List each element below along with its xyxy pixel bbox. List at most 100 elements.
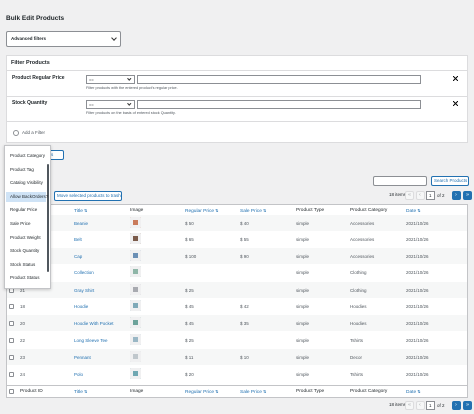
date: 2021/10/26 [406, 321, 429, 326]
filter-menu-item[interactable]: Regular Price [10, 207, 38, 213]
column-header[interactable]: Regular Price [185, 209, 219, 215]
checkbox[interactable] [9, 389, 14, 394]
filter-panel-title: Filter Products [11, 60, 50, 66]
column-footer: Product ID [20, 389, 43, 394]
column-header[interactable]: Sale Price [240, 209, 266, 215]
product-type: simple [296, 372, 310, 377]
page-button [416, 191, 425, 200]
product-title[interactable]: Hoodie [74, 304, 89, 309]
column-footer[interactable]: Date [406, 390, 421, 396]
row-bg [7, 349, 467, 365]
date: 2021/10/26 [406, 304, 429, 309]
product-image [130, 317, 141, 328]
product-title[interactable]: Collection [74, 270, 94, 275]
product-category: Decor [350, 355, 363, 360]
filter-input[interactable] [137, 100, 421, 109]
product-image [130, 217, 141, 228]
date: 2021/10/26 [406, 270, 429, 275]
product-category: Tshirts [350, 338, 364, 343]
filter-menu-item[interactable]: Sale Price [10, 221, 31, 226]
column-header[interactable]: Date [406, 209, 421, 215]
search-input[interactable] [373, 176, 427, 186]
page-button[interactable] [452, 191, 461, 200]
filter-menu-item[interactable]: Stock Quantity [10, 248, 40, 254]
filter-hint: Filter products on the basis of entered … [86, 111, 176, 115]
product-category: Clothing [350, 270, 367, 275]
advanced-filters[interactable] [6, 31, 121, 47]
add-filter[interactable]: Add a Filter [22, 130, 46, 135]
product-title[interactable]: Cap [74, 254, 83, 259]
product-id: 20 [20, 321, 26, 326]
filter-hint: Filter products with the entered product… [86, 86, 178, 90]
page-button-text[interactable]: » [466, 401, 470, 408]
product-title[interactable]: Belt [74, 237, 82, 242]
date: 2021/10/26 [406, 355, 429, 360]
product-image [130, 351, 141, 362]
product-title[interactable]: Pennant [74, 355, 91, 360]
page-button[interactable] [463, 401, 472, 410]
page-button[interactable] [463, 191, 472, 200]
filter-menu-item[interactable]: Allow BackOrders? [10, 193, 49, 199]
regular-price: $ 100 [185, 254, 197, 259]
page-total: of 2 [437, 402, 445, 408]
product-type: simple [296, 237, 310, 242]
sale-price: $ 35 [240, 321, 249, 326]
checkbox[interactable] [9, 372, 14, 377]
regular-price: $ 65 [185, 237, 194, 242]
row-bg [7, 282, 467, 298]
page-title: Bulk Edit Products [6, 15, 65, 22]
date: 2021/10/26 [406, 288, 429, 293]
product-id: 21 [20, 288, 26, 293]
page-input[interactable] [426, 191, 435, 200]
checkbox[interactable] [9, 355, 14, 360]
filter-input[interactable] [137, 75, 421, 84]
date: 2021/10/26 [406, 237, 429, 242]
regular-price: $ 25 [185, 338, 194, 343]
page-input[interactable] [426, 401, 435, 410]
operator-select[interactable] [86, 100, 135, 109]
checkbox[interactable] [9, 304, 14, 309]
product-category: Clothing [350, 288, 367, 293]
checkbox[interactable] [9, 338, 14, 343]
page-button-text[interactable]: » [466, 191, 470, 198]
product-category: Accessories [350, 237, 375, 242]
column-header[interactable]: Title [74, 209, 87, 215]
product-title[interactable]: Beanie [74, 221, 89, 226]
trash-button[interactable] [54, 191, 122, 201]
filter-menu-item[interactable]: Product Tag [10, 166, 34, 172]
remove-icon[interactable] [453, 101, 458, 106]
page-number: 1 [429, 402, 432, 408]
product-title[interactable]: Polo [74, 372, 84, 377]
filter-menu-item[interactable]: Product Weight [10, 234, 41, 240]
filter-menu-item[interactable]: Stock Status [10, 261, 36, 267]
filter-menu-item[interactable]: Product Category [10, 153, 46, 158]
product-category: Accessories [350, 221, 375, 226]
regular-price: $ 20 [185, 372, 194, 377]
trash-button-text: Move selected products to trash [57, 193, 121, 198]
column-header: Product Category [350, 208, 388, 213]
page-button [405, 191, 414, 200]
checkbox[interactable] [9, 321, 14, 326]
column-footer[interactable]: Sale Price [240, 390, 266, 396]
column-footer[interactable]: Regular Price [185, 390, 219, 396]
page-button-text[interactable]: › [455, 401, 457, 408]
page-button-text[interactable]: › [455, 191, 457, 198]
operator-select[interactable] [86, 75, 135, 84]
product-id: 24 [20, 372, 26, 377]
column-footer: Product Type [296, 389, 325, 394]
menu-highlight [6, 191, 46, 202]
product-type: simple [296, 221, 310, 226]
product-title[interactable]: Gray Shirt [74, 288, 95, 293]
divider [6, 121, 468, 122]
product-title[interactable]: Long Sleeve Tee [74, 338, 108, 343]
date: 2021/10/26 [406, 254, 429, 259]
remove-icon[interactable] [453, 76, 458, 81]
column-footer[interactable]: Title [74, 390, 87, 396]
product-title[interactable]: Hoodie With Pocket [74, 321, 114, 326]
product-image [130, 300, 141, 311]
filter-menu-item[interactable]: Product Status [10, 275, 40, 281]
filter-menu-item[interactable]: Catalog Visibility [10, 180, 43, 186]
search-button[interactable] [431, 176, 469, 186]
regular-price: $ 45 [185, 304, 194, 309]
page-button[interactable] [452, 401, 461, 410]
